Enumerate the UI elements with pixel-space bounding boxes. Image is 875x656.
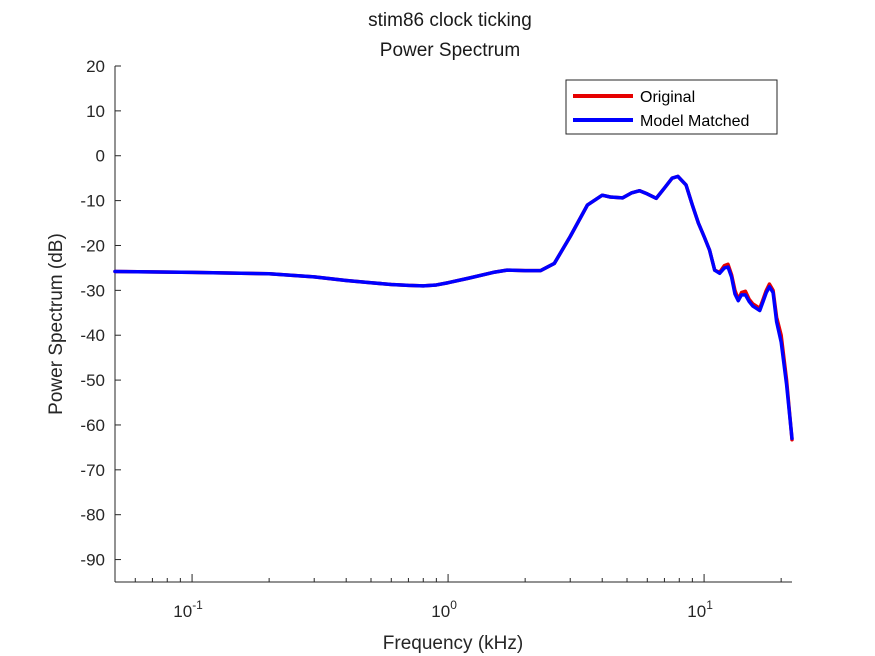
chart-title: stim86 clock ticking [368,10,532,31]
x-tick-label: 101 [687,598,713,621]
x-axis-label: Frequency (kHz) [383,633,523,654]
y-tick-label: -20 [80,236,105,255]
y-tick-label: -80 [80,506,105,525]
y-axis-ticks: 20 10 0 -10 -20 -30 -40 -50 -60 -70 -80 -90 [80,57,121,570]
y-tick-label: -70 [80,461,105,480]
y-tick-label: -60 [80,416,105,435]
y-tick-label: -50 [80,371,105,390]
y-axis-label: Power Spectrum (dB) [46,233,67,415]
legend-label-original: Original [640,89,695,106]
y-tick-label: 20 [86,57,105,76]
chart-subtitle: Power Spectrum [380,40,520,61]
legend-label-model-matched: Model Matched [640,113,749,130]
y-tick-label: 0 [96,147,105,166]
legend-box [565,79,778,135]
x-axis-ticks: 10-1 100 101 [114,574,782,621]
series-layer [113,174,794,442]
x-tick-label: 100 [431,598,457,621]
x-tick-label: 10-1 [173,598,203,621]
series-line-model-matched [113,174,794,441]
y-tick-label: -30 [80,281,105,300]
y-tick-label: -90 [80,551,105,570]
y-tick-label: 10 [86,102,105,121]
y-tick-label: -40 [80,326,105,345]
legend: Original Model Matched [565,79,778,135]
y-tick-label: -10 [80,192,105,211]
series-line-original [113,174,794,442]
